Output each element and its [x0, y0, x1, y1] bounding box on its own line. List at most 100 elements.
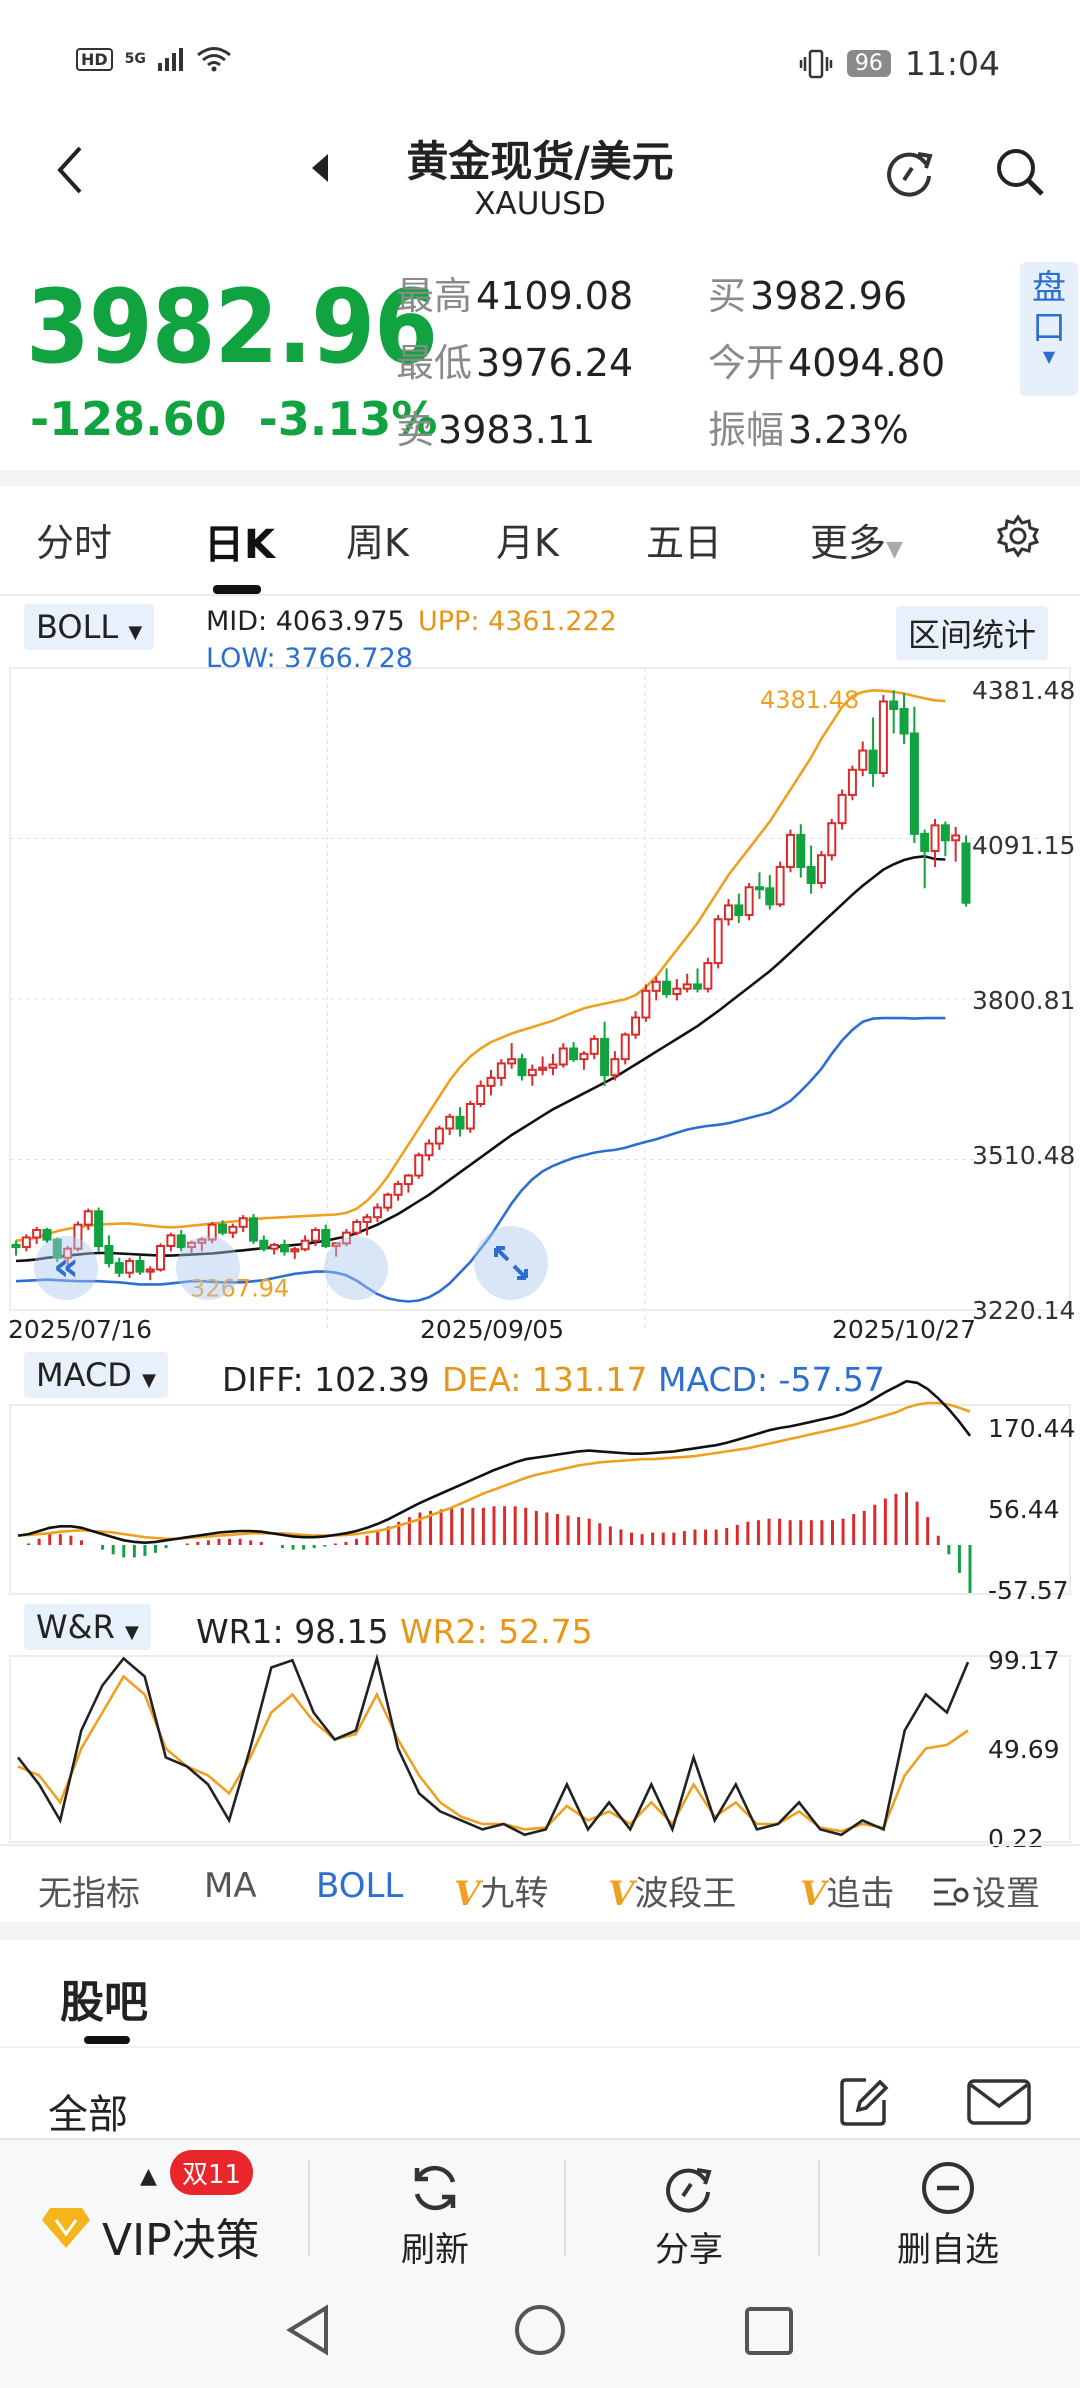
triangle-left-icon [312, 154, 328, 182]
fullscreen-button[interactable] [474, 1226, 548, 1300]
candle-body [713, 918, 723, 965]
candle-body [641, 989, 651, 1019]
refresh-header-button[interactable] [880, 142, 940, 202]
refresh-button[interactable]: 刷新 [380, 2158, 490, 2270]
indicator-tab-none[interactable]: 无指标 [38, 1874, 140, 1914]
tab-five-day[interactable]: 五日 [646, 521, 723, 565]
stat-low-value: 3976.24 [476, 341, 634, 385]
main-indicator-selector[interactable]: BOLL ▼ [24, 604, 155, 650]
divider [0, 470, 1080, 486]
candle-body [228, 1225, 238, 1234]
candle-body [403, 1174, 413, 1186]
stat-open-value: 4094.80 [788, 341, 946, 385]
scroll-left-button[interactable]: « [34, 1236, 98, 1300]
wifi-icon [196, 47, 231, 72]
share-button[interactable]: 分享 [634, 2158, 744, 2270]
settings-list-icon [934, 1878, 969, 1906]
indicator-tab-boll[interactable]: BOLL [316, 1866, 404, 1906]
candle-body [920, 832, 930, 852]
candle-body [548, 1063, 558, 1069]
order-book-button[interactable]: 盘口 ▼ [1020, 262, 1078, 396]
tab-daily-k[interactable]: 日K [204, 522, 275, 568]
candle-body [806, 865, 816, 884]
indicator-settings-button[interactable]: 设置 [928, 1866, 1040, 1915]
candle-body [558, 1047, 568, 1066]
wr1-value: 98.15 [294, 1612, 389, 1651]
candle-body [858, 749, 868, 771]
y-tick-label: 3220.14 [972, 1296, 1075, 1325]
triangle-up-icon: ▲ [140, 2164, 157, 2189]
candle-body [135, 1259, 145, 1273]
macd-diff-line [17, 1379, 972, 1545]
status-bar: HD 5G 96 11:04 [0, 0, 1080, 120]
candle-body [775, 865, 785, 906]
candle-body [765, 887, 775, 906]
vip-decision-button[interactable]: ▲ 双11 VIP决策 [36, 2150, 296, 2270]
charts-area[interactable]: 4381.484091.153800.813510.483220.142025/… [0, 660, 1080, 1850]
prev-instrument-button[interactable] [308, 150, 338, 190]
candle-body [868, 749, 878, 775]
message-button[interactable] [966, 2076, 1032, 2128]
triangle-back-icon [286, 2304, 328, 2356]
signal-icon [157, 48, 183, 71]
range-stats-button[interactable]: 区间统计 [896, 606, 1049, 660]
indicator-tab-ma[interactable]: MA [204, 1866, 257, 1906]
nav-home-button[interactable] [512, 2302, 568, 2358]
wr-selector[interactable]: W&R ▼ [24, 1604, 151, 1650]
tab-monthly-k[interactable]: 月K [496, 521, 559, 565]
forum-title[interactable]: 股吧 [60, 1977, 148, 2028]
x-tick-label: 2025/10/27 [832, 1315, 976, 1344]
clock: 11:04 [904, 44, 1000, 83]
candle-body [383, 1193, 393, 1209]
indicator-tab-jiuzhuan[interactable]: V九转 [454, 1866, 548, 1915]
macd-selector[interactable]: MACD ▼ [24, 1352, 168, 1398]
candle-body [73, 1223, 83, 1250]
indicator-tab-zhuiji[interactable]: V追击 [800, 1866, 920, 1915]
candle-body [899, 707, 909, 735]
indicator-tab-boduanwang[interactable]: V波段王 [608, 1866, 736, 1915]
remove-watchlist-button[interactable]: 删自选 [878, 2158, 1018, 2270]
divider [818, 2160, 820, 2256]
status-right: 96 11:04 [799, 44, 1000, 83]
write-post-button[interactable] [836, 2074, 892, 2130]
wr-wr2-line [17, 1674, 969, 1833]
chart-settings-button[interactable] [996, 514, 1044, 562]
zoom-in-button[interactable] [324, 1236, 388, 1300]
candle-body [166, 1234, 176, 1248]
tab-intraday[interactable]: 分时 [36, 521, 113, 565]
forum-filter-all[interactable]: 全部 [48, 2092, 128, 2138]
boll-mid-label: MID: [206, 606, 268, 637]
order-book-label: 盘口 [1032, 268, 1066, 348]
candle-body [796, 833, 806, 868]
tab-weekly-k[interactable]: 周K [346, 521, 409, 565]
candle-body [538, 1066, 548, 1071]
candle-body [651, 980, 661, 992]
caret-down-icon: ▼ [1042, 347, 1056, 366]
stat-sell: 卖 3983.11 [396, 399, 595, 454]
stat-high-value: 4109.08 [476, 274, 634, 318]
candle-body [145, 1268, 155, 1273]
change-percent: -3.13% [258, 392, 438, 446]
candle-body [889, 700, 899, 710]
gear-icon [996, 514, 1040, 558]
candle-body [600, 1037, 610, 1077]
y-tick-label: 4381.48 [972, 676, 1075, 705]
stat-open-label: 今开 [708, 341, 785, 385]
zoom-out-button[interactable] [176, 1236, 240, 1300]
tab-more[interactable]: 更多▼ [810, 512, 903, 567]
boll-upp-value: 4361.222 [488, 606, 617, 637]
forum-tab-indicator [84, 2036, 130, 2044]
divider [0, 2046, 1080, 2048]
candle-body [610, 1058, 620, 1077]
macd-macd-value: -57.57 [778, 1360, 885, 1399]
indicator-tab-zhuiji-label: 追击 [826, 1874, 895, 1914]
back-button[interactable] [50, 140, 100, 200]
search-button[interactable] [990, 142, 1050, 202]
candle-body [620, 1033, 630, 1061]
candle-body [724, 904, 733, 921]
divider [0, 594, 1080, 596]
candle-body [310, 1228, 320, 1242]
active-tab-indicator [213, 585, 261, 594]
nav-back-button[interactable] [282, 2302, 338, 2358]
nav-recents-button[interactable] [742, 2304, 796, 2358]
